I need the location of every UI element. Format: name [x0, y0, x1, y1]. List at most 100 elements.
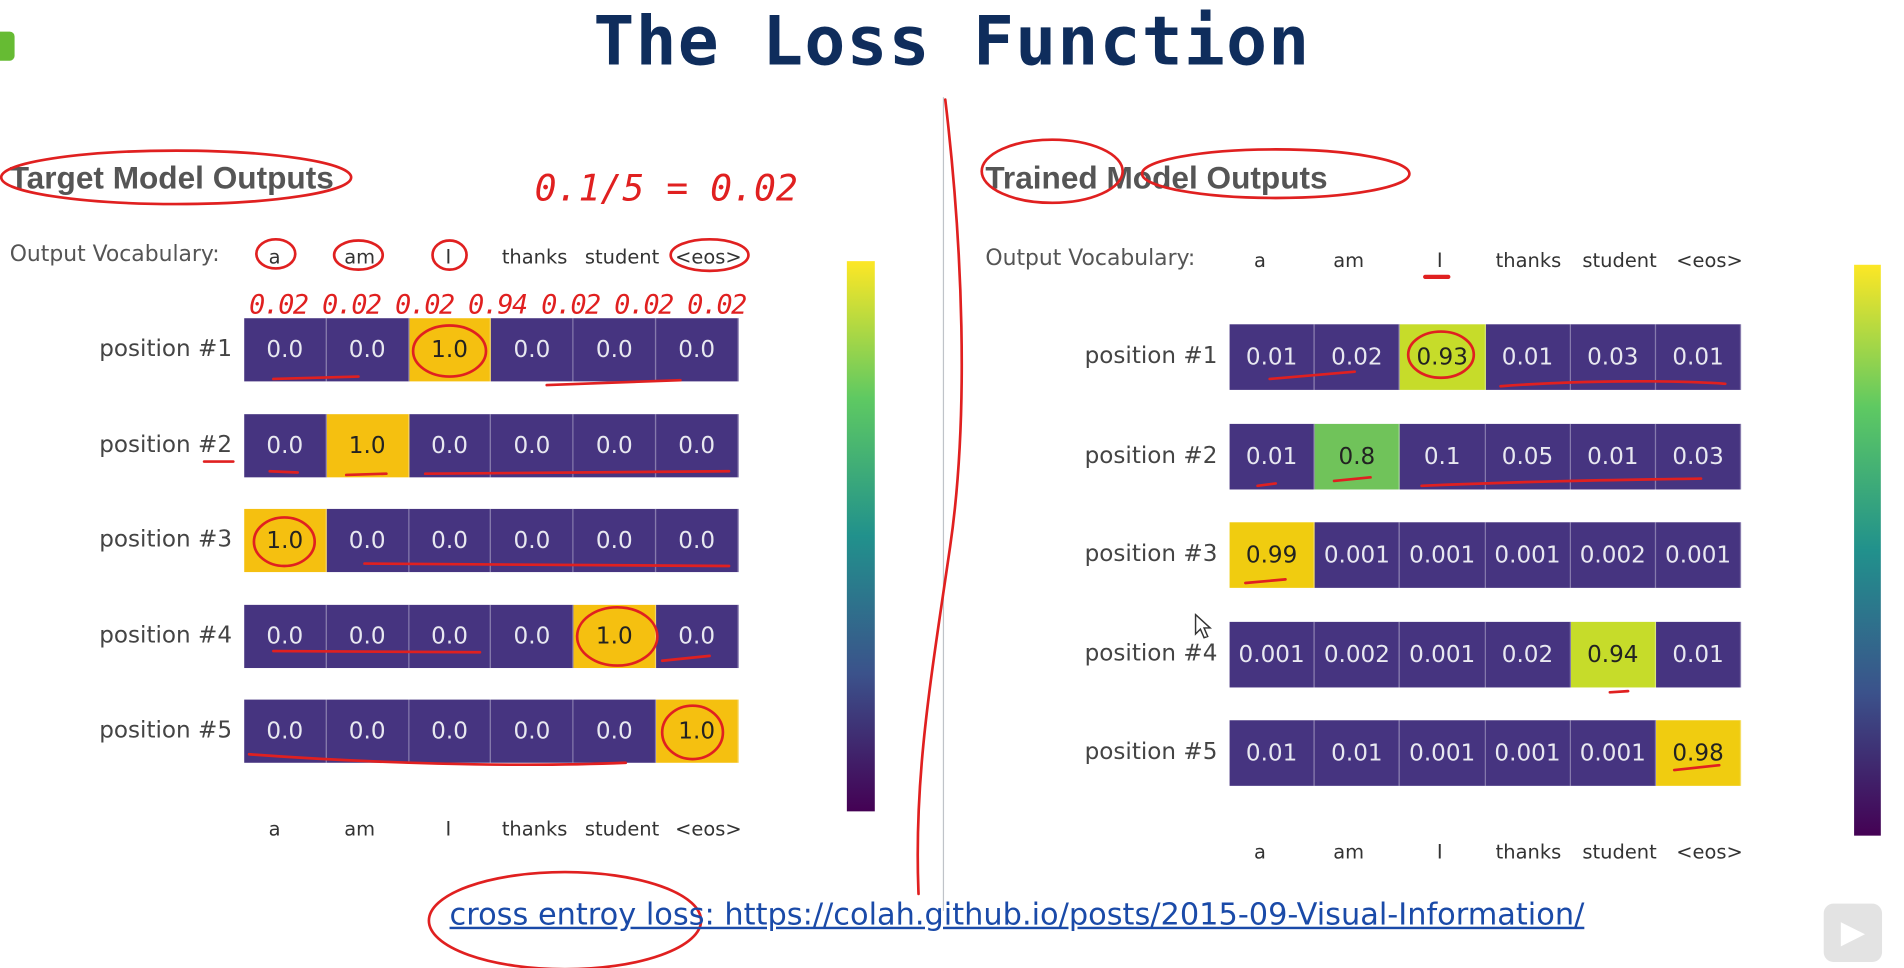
heatmap-cell: 0.94 — [1570, 621, 1657, 688]
heatmap-cell: 0.0 — [656, 318, 739, 382]
heatmap-cell: 0.02 — [1485, 621, 1571, 688]
heatmap-cell: 0.0 — [326, 604, 409, 668]
heatmap-cell: 0.0 — [408, 700, 492, 764]
vocab-word: student — [1582, 248, 1657, 273]
heatmap-cell: 0.0 — [573, 509, 657, 573]
play-icon: ▶ — [1840, 914, 1866, 952]
ink-circle-3 — [575, 605, 659, 667]
vocab-word: am — [344, 245, 376, 269]
vocab-word: <eos> — [1676, 248, 1743, 273]
x-tick-label: I — [445, 817, 452, 841]
heatmap-cell: 0.0 — [326, 509, 409, 573]
ink-circle-2 — [252, 516, 317, 568]
heatmap-cell: 0.0 — [244, 318, 327, 382]
heatmap-cell: 0.1 — [1400, 423, 1486, 489]
slide-title: The Loss Function — [593, 2, 1311, 82]
logo-badge — [0, 31, 15, 61]
row-label: position #3 — [1084, 540, 1218, 568]
ink-circle-model-outputs — [1140, 148, 1411, 200]
heatmap-cell: 0.001 — [1400, 621, 1486, 688]
x-tick-label: thanks — [501, 817, 568, 841]
vocab-word: a — [268, 245, 281, 269]
x-tick-label: thanks — [1495, 840, 1562, 864]
target-colorbar — [846, 261, 875, 812]
ink-circle-vocab-eos — [669, 237, 750, 273]
mouse-cursor-icon — [1194, 613, 1213, 639]
heatmap-cell: 0.0 — [326, 318, 409, 382]
heatmap-cell: 0.001 — [1314, 522, 1401, 589]
heatmap-cell: 0.98 — [1656, 720, 1742, 787]
row-label: position #1 — [1084, 342, 1218, 370]
heatmap-cell: 0.001 — [1229, 621, 1315, 688]
heatmap-cell: 0.002 — [1570, 522, 1657, 589]
heatmap-cell: 1.0 — [326, 413, 409, 477]
heatmap-cell: 0.001 — [1656, 522, 1742, 589]
heatmap-cell: 0.002 — [1314, 621, 1401, 688]
heatmap-cell: 0.0 — [491, 413, 574, 477]
ink-circle-vocab-a — [255, 237, 297, 270]
heatmap-cell: 0.0 — [408, 509, 492, 573]
heatmap-cell: 0.0 — [491, 604, 574, 668]
x-tick-label: am — [344, 817, 376, 841]
trained-section-title: Trained Model Outputs — [985, 159, 1328, 196]
heatmap-cell: 0.0 — [244, 604, 327, 668]
heatmap-cell: 0.01 — [1570, 423, 1657, 489]
row-label: position #5 — [1084, 738, 1218, 766]
row-label: position #2 — [99, 430, 233, 458]
heatmap-cell: 0.0 — [244, 700, 327, 764]
x-tick-label: am — [1333, 840, 1365, 864]
heatmap-cell: 0.0 — [656, 413, 739, 477]
row-label: position #2 — [1084, 441, 1218, 469]
heatmap-cell: 0.01 — [1314, 720, 1401, 787]
x-tick-label: student — [1582, 840, 1657, 864]
heatmap-cell: 0.03 — [1570, 324, 1657, 390]
heatmap-cell: 0.001 — [1400, 522, 1486, 589]
target-section-title: Target Model Outputs — [9, 159, 334, 196]
heatmap-cell: 0.0 — [491, 318, 574, 382]
row-label: position #3 — [99, 526, 233, 553]
heatmap-cell: 0.001 — [1485, 720, 1571, 787]
x-tick-label: <eos> — [675, 817, 742, 841]
heatmap-cell: 0.01 — [1485, 324, 1571, 390]
vocab-word: thanks — [1495, 248, 1562, 273]
target-vocab-label: Output Vocabulary: — [9, 241, 220, 268]
row-label: position #4 — [99, 621, 233, 649]
heatmap-cell: 0.02 — [1314, 324, 1401, 390]
ink-values-text: 0.02 0.02 0.02 0.94 0.02 0.02 0.02 — [249, 289, 747, 320]
cross-entropy-link[interactable]: cross entroy loss: https://colah.github.… — [449, 896, 1585, 932]
heatmap-cell: 0.0 — [573, 413, 657, 477]
ink-circle-vocab-am — [332, 239, 385, 271]
heatmap-cell: 0.001 — [1570, 720, 1657, 787]
heatmap-cell: 0.0 — [408, 413, 492, 477]
vocab-word: student — [584, 245, 660, 269]
ink-circle-target-title — [0, 149, 353, 206]
heatmap-cell: 0.0 — [656, 509, 739, 573]
heatmap-cell: 0.0 — [573, 700, 657, 764]
vocab-word: a — [1253, 248, 1266, 273]
heatmap-cell: 1.0 — [656, 700, 739, 764]
heatmap-cell: 1.0 — [244, 509, 327, 573]
row-label: position #4 — [1084, 639, 1218, 667]
heatmap-cell: 0.99 — [1229, 522, 1315, 589]
trained-vocab-label: Output Vocabulary: — [985, 245, 1196, 271]
row-label: position #1 — [99, 335, 233, 362]
x-tick-label: I — [1436, 840, 1443, 864]
x-tick-label: a — [268, 817, 281, 841]
ink-circle-vocab-i — [431, 239, 468, 271]
ink-circle-4 — [660, 704, 725, 761]
heatmap-cell: 0.01 — [1229, 423, 1315, 489]
heatmap-cell: 0.01 — [1656, 621, 1742, 688]
play-button[interactable]: ▶ — [1823, 903, 1883, 962]
vocab-word: I — [445, 245, 452, 269]
x-tick-label: student — [584, 817, 660, 841]
ink-circle-5 — [1406, 330, 1476, 380]
x-tick-label: <eos> — [1676, 840, 1743, 864]
heatmap-cell: 0.0 — [491, 700, 574, 764]
x-tick-label: a — [1253, 840, 1266, 864]
trained-colorbar — [1854, 264, 1881, 836]
panel-divider — [942, 97, 945, 911]
vocab-word: I — [1436, 248, 1443, 273]
ink-circle-footer — [427, 870, 703, 968]
heatmap-cell: 0.0 — [573, 318, 657, 382]
